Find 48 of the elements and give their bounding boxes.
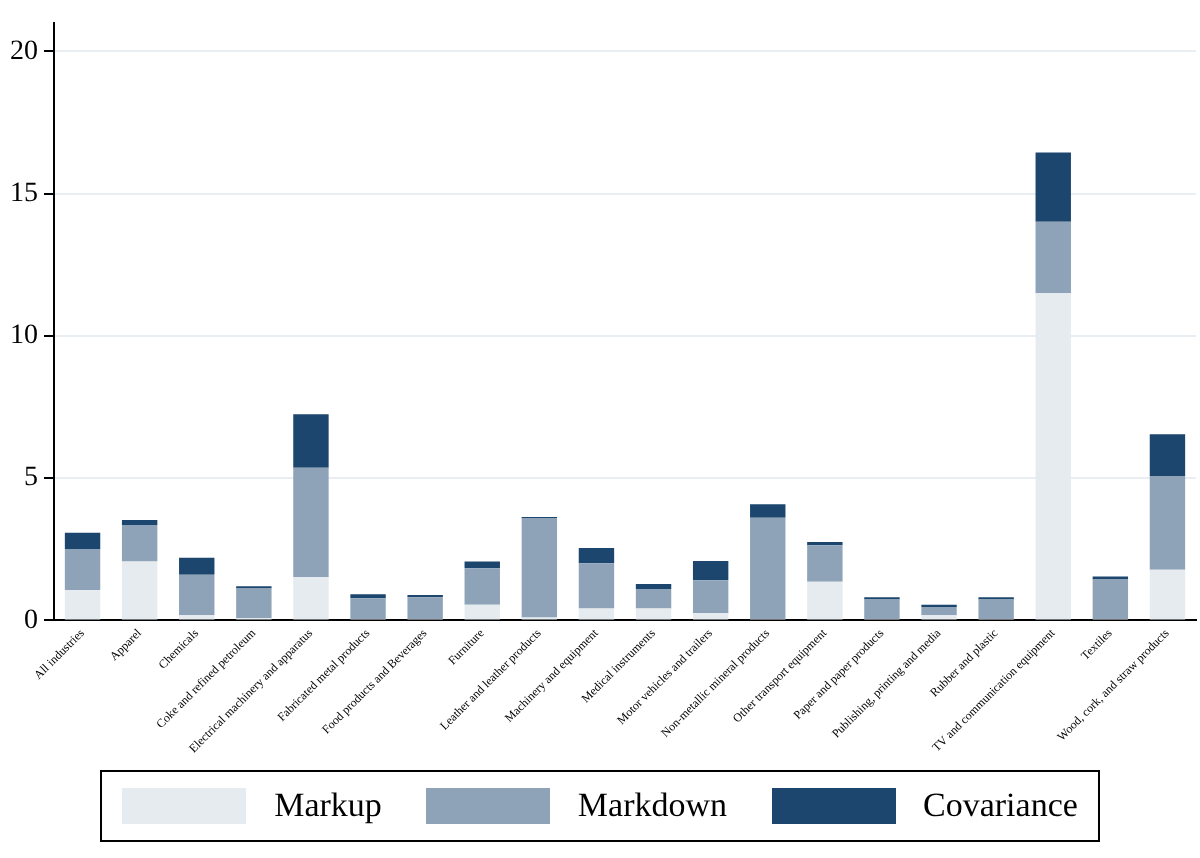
bar	[521, 518, 558, 618]
bar	[807, 581, 843, 620]
bar	[750, 504, 786, 518]
bar	[464, 604, 500, 620]
bar	[1149, 434, 1186, 477]
legend-label: Covariance	[923, 786, 1078, 826]
bar	[293, 467, 329, 578]
bar	[64, 548, 101, 590]
bar	[121, 561, 158, 620]
bar	[121, 519, 158, 526]
bar	[464, 561, 500, 569]
bar	[121, 525, 158, 562]
y-tick-label: 5	[24, 463, 38, 494]
bar	[864, 599, 900, 619]
bar	[1149, 476, 1186, 570]
bar	[921, 607, 957, 616]
bar	[635, 608, 672, 620]
bar	[692, 580, 729, 613]
bar	[750, 517, 786, 619]
bar	[407, 597, 443, 619]
bar	[635, 583, 672, 590]
bar	[1035, 152, 1071, 222]
bar	[179, 557, 215, 575]
bar	[578, 548, 615, 564]
bar	[293, 577, 329, 620]
y-tick-label: 15	[10, 178, 38, 209]
y-tick-label: 0	[24, 605, 38, 636]
bar	[578, 563, 615, 609]
legend-label: Markdown	[577, 786, 728, 826]
bar	[464, 568, 500, 605]
bar	[350, 598, 386, 619]
bar	[1092, 579, 1129, 619]
bar	[64, 589, 101, 620]
y-tick-label: 20	[10, 36, 38, 67]
bar	[807, 545, 843, 582]
bar	[1149, 569, 1186, 620]
bar	[578, 608, 615, 620]
bar	[293, 414, 329, 468]
bar	[236, 588, 272, 619]
bar	[64, 532, 101, 549]
bar	[978, 599, 1014, 619]
bar	[179, 574, 215, 616]
bar	[692, 560, 729, 581]
y-tick-label: 10	[10, 321, 38, 352]
bar	[1035, 221, 1071, 294]
legend-label: Markup	[274, 786, 382, 826]
bar	[692, 612, 729, 620]
bar	[635, 589, 672, 609]
